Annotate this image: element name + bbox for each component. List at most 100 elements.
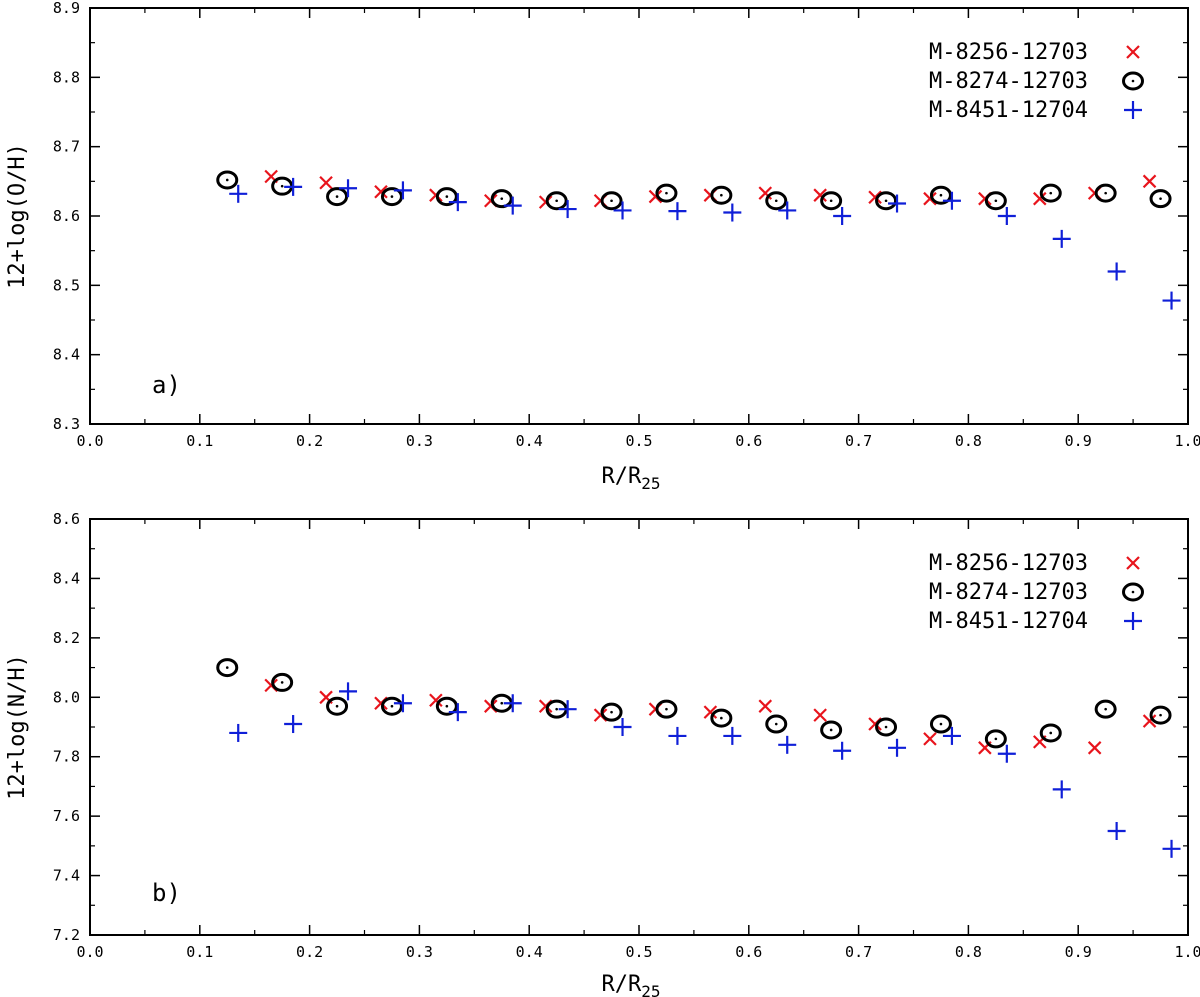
circle-ring <box>655 699 678 719</box>
circle-ring <box>380 187 403 207</box>
data-point-x <box>1142 174 1157 189</box>
circle-ring <box>655 183 678 203</box>
circle-center <box>994 199 998 203</box>
series-M-8451-12704 <box>229 682 1181 858</box>
x-stroke <box>648 189 663 204</box>
data-point-plus <box>997 744 1016 763</box>
x-axis-title: R/R25 <box>601 464 660 493</box>
x-stroke <box>1126 45 1140 59</box>
data-point-plus <box>503 694 522 713</box>
data-point-x <box>923 732 937 746</box>
data-point-x <box>758 186 773 200</box>
data-point-x <box>813 188 827 202</box>
data-point-plus <box>833 207 852 225</box>
x-tick-label: 0.1 <box>186 943 213 961</box>
circle-center <box>829 199 833 203</box>
x-axis-title-main: R/R <box>601 972 641 997</box>
x-stroke <box>813 188 827 202</box>
circle-center <box>939 193 943 197</box>
data-point-circle <box>1122 71 1144 91</box>
x-tick-label: 0.3 <box>406 943 433 961</box>
panel-label: a) <box>152 371 181 399</box>
data-point-plus <box>339 179 358 198</box>
circle-ring <box>1039 183 1062 203</box>
circle-center <box>939 722 943 726</box>
data-point-circle <box>435 696 458 716</box>
data-point-x <box>868 190 882 205</box>
data-point-plus <box>503 196 522 215</box>
x-stroke <box>923 191 937 206</box>
data-point-x <box>1142 714 1157 728</box>
x-stroke <box>1142 174 1157 189</box>
circle-center <box>500 197 504 200</box>
data-point-plus <box>723 726 742 745</box>
series-M-8274-12703 <box>216 658 1172 749</box>
x-stroke <box>758 186 773 200</box>
circle-ring <box>435 187 458 207</box>
data-point-circle <box>545 191 568 211</box>
data-point-plus <box>997 207 1016 225</box>
data-point-circle <box>380 187 403 207</box>
y-tick-label: 8.4 <box>53 569 80 587</box>
circle-center <box>280 184 284 188</box>
x-tick-label: 0.0 <box>76 943 103 961</box>
data-point-x <box>758 699 773 713</box>
x-stroke <box>1087 741 1102 755</box>
x-tick-label: 0.8 <box>955 943 982 961</box>
x-tick-label: 0.2 <box>296 432 323 450</box>
x-stroke <box>868 190 882 205</box>
circle-ring <box>600 702 623 722</box>
circle-center <box>774 722 778 726</box>
data-point-circle <box>929 185 952 205</box>
data-point-circle <box>600 191 623 211</box>
legend-label: M-8274-12703 <box>929 69 1088 94</box>
legend-label: M-8256-12703 <box>929 551 1088 576</box>
circle-ring <box>1122 582 1144 602</box>
x-stroke <box>703 705 718 719</box>
circle-center <box>280 681 284 684</box>
legend: M-8256-12703 M-8274-12703 M-8451-12704 <box>929 40 1144 123</box>
data-point-x <box>374 184 388 199</box>
y-tick-label: 7.8 <box>53 748 80 766</box>
data-point-circle <box>1039 183 1062 203</box>
y-tick-label: 8.3 <box>53 415 80 433</box>
circle-ring <box>380 696 403 716</box>
data-point-plus <box>448 193 467 212</box>
y-tick-label: 7.2 <box>53 926 80 944</box>
circle-center <box>555 199 558 203</box>
circle-ring <box>1149 189 1172 209</box>
data-point-plus <box>723 203 742 222</box>
data-point-circle <box>1094 183 1117 203</box>
circle-center <box>500 701 504 705</box>
data-point-plus <box>1124 101 1142 119</box>
x-tick-label: 0.5 <box>625 432 652 450</box>
data-point-circle <box>380 696 403 716</box>
data-point-circle <box>765 714 788 734</box>
circle-ring <box>984 191 1007 211</box>
x-tick-label: 0.4 <box>516 943 543 961</box>
data-point-circle <box>1122 582 1144 602</box>
x-stroke <box>429 693 443 708</box>
data-point-plus <box>668 726 687 745</box>
data-point-plus <box>888 194 907 213</box>
x-stroke <box>319 690 333 705</box>
panel-a: 0.0 0.1 0.2 0.3 0.4 0.5 0.6 0.7 0.8 0.9 1.0 8.3 8.4 8… <box>5 0 1200 493</box>
data-point-plus <box>284 715 303 734</box>
x-axis-title-subscript: 25 <box>641 982 660 997</box>
circle-center <box>884 199 888 203</box>
data-point-plus <box>1162 839 1181 858</box>
circle-ring <box>875 717 898 737</box>
y-tick-label: 8.9 <box>53 0 80 17</box>
circle-center <box>445 704 449 708</box>
data-point-plus <box>1107 822 1126 840</box>
data-point-circle <box>490 189 513 209</box>
circle-center <box>1131 590 1135 594</box>
x-stroke <box>1032 191 1047 206</box>
data-point-x <box>703 705 718 719</box>
x-tick-label: 0.0 <box>76 432 103 450</box>
circle-center <box>225 666 229 669</box>
data-point-plus <box>558 200 577 219</box>
data-point-circle <box>216 658 239 678</box>
circle-center <box>1159 713 1162 717</box>
panel-label: b) <box>152 879 181 907</box>
